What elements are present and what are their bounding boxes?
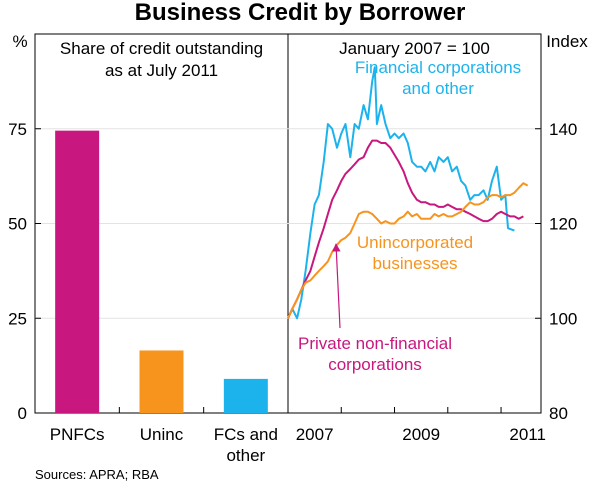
left-tick-label: 25 (8, 309, 27, 328)
bar-series (55, 130, 268, 413)
left-y-axis: 0 25 50 75 (8, 120, 41, 423)
bar-category-labels: PNFCs Uninc FCs and other (50, 407, 278, 465)
right-tick-label: 120 (549, 215, 577, 234)
bar-category-label: other (226, 446, 265, 465)
bar (55, 130, 100, 413)
bar-category-label: Uninc (140, 425, 184, 444)
right-y-unit: Index (546, 32, 588, 51)
bar-category-label: PNFCs (50, 425, 105, 444)
x-tick-label: 2009 (402, 425, 440, 444)
left-tick-label: 50 (8, 215, 27, 234)
source-note: Sources: APRA; RBA (35, 467, 159, 482)
series-label: Unincorporated (357, 233, 473, 252)
bar (139, 350, 184, 413)
left-panel-title: Share of credit outstanding as at July 20… (60, 39, 263, 80)
chart-title: Business Credit by Borrower (135, 0, 466, 26)
bar-category-label: FCs and (214, 425, 278, 444)
pnfc-label-arrow (332, 243, 341, 329)
x-tick-label: 2011 (509, 425, 546, 444)
line-series (287, 66, 529, 320)
series-line (287, 182, 529, 319)
series-line (287, 66, 515, 320)
right-tick-label: 100 (549, 309, 577, 328)
left-panel-title-line: Share of credit outstanding (60, 39, 263, 58)
right-tick-label: 80 (549, 404, 568, 423)
x-axis-ticks: 2007 2009 2011 (287, 407, 546, 444)
right-y-axis: 80 100 120 140 (535, 120, 577, 423)
left-y-unit: % (12, 32, 27, 51)
x-tick-label: 2007 (296, 425, 334, 444)
left-panel-title-line: as at July 2011 (105, 61, 218, 80)
right-panel-title-line: January 2007 = 100 (339, 39, 490, 58)
series-labels: Financial corporations and other Private n… (298, 58, 521, 374)
right-tick-label: 140 (549, 120, 577, 139)
series-label: businesses (372, 254, 457, 273)
left-tick-label: 75 (8, 120, 27, 139)
right-gridlines (288, 128, 541, 319)
right-panel-title: January 2007 = 100 (339, 39, 490, 58)
bar (223, 378, 268, 413)
left-tick-label: 0 (18, 404, 27, 423)
series-label: Financial corporations (355, 58, 521, 77)
series-label: Private non-financial (298, 334, 452, 353)
series-line (287, 139, 524, 319)
series-label: corporations (328, 355, 422, 374)
series-label: and other (402, 79, 474, 98)
